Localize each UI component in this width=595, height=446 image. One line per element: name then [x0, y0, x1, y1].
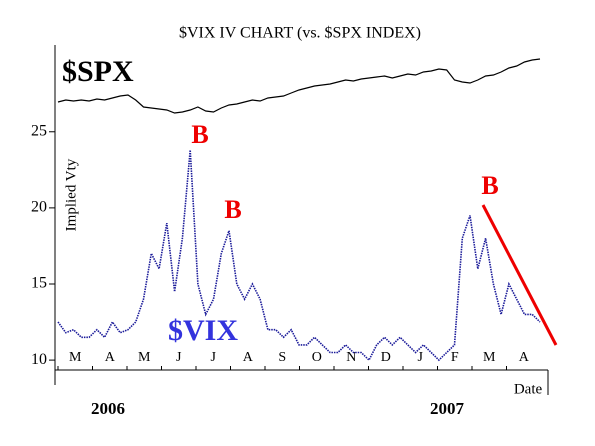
- x-tick-label: A: [519, 350, 530, 365]
- series-line: [57, 149, 541, 362]
- x-tick-label: D: [381, 350, 391, 365]
- x-tick-label: J: [418, 350, 424, 365]
- x-tick-label: N: [346, 350, 356, 365]
- y-axis-label: Implied Vty: [63, 158, 79, 231]
- annotation: B: [191, 120, 208, 149]
- x-tick-label: O: [312, 350, 322, 365]
- x-tick-label: J: [176, 350, 182, 365]
- y-tick-label: 20: [31, 199, 47, 216]
- annotation: B: [481, 171, 498, 200]
- x-tick-label: F: [451, 350, 459, 365]
- trend-line: [481, 204, 558, 346]
- x-tick-label: S: [278, 350, 286, 365]
- year-label: 2007: [430, 399, 465, 418]
- series-line: [57, 58, 541, 114]
- x-tick-label: A: [105, 350, 116, 365]
- y-tick-label: 15: [31, 275, 47, 292]
- series-label: $VIX: [168, 314, 238, 347]
- series-label: $SPX: [62, 55, 134, 88]
- x-tick-label: J: [211, 350, 217, 365]
- y-tick-label: 10: [31, 351, 47, 368]
- year-label: 2006: [91, 399, 125, 418]
- x-axis-label: Date: [514, 381, 543, 397]
- annotation: B: [224, 195, 241, 224]
- chart-title: $VIX IV CHART (vs. $SPX INDEX): [179, 25, 421, 42]
- x-tick-label: M: [69, 350, 82, 365]
- y-tick-label: 25: [31, 122, 47, 139]
- x-tick-label: M: [483, 350, 496, 365]
- x-tick-label: A: [243, 350, 254, 365]
- x-tick-label: M: [138, 350, 151, 365]
